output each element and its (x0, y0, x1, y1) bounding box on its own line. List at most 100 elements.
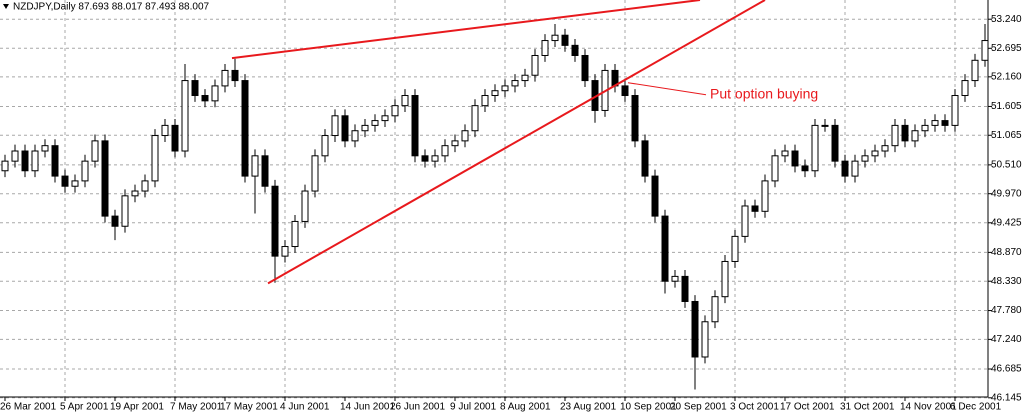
candle-body (1, 160, 9, 172)
candle-body (701, 321, 709, 358)
candle-body (271, 185, 279, 257)
candle-body (81, 160, 89, 182)
candle-body (251, 155, 259, 177)
candle-body (731, 235, 739, 262)
candle-body (801, 165, 809, 172)
candle-body (421, 155, 429, 162)
y-tick-label: 46.685 (991, 364, 1022, 375)
candle-body (451, 140, 459, 147)
candle-body (221, 69, 229, 87)
candle-body (321, 135, 329, 157)
candle-body (281, 246, 289, 257)
candle-body (981, 40, 989, 61)
candle-body (971, 59, 979, 82)
candle-body (851, 160, 859, 177)
candle-body (311, 155, 319, 192)
candle-body (671, 275, 679, 282)
candle-body (371, 120, 379, 126)
candle-body (121, 195, 129, 227)
candle-body (431, 155, 439, 162)
x-tick-label: 3 Oct 2001 (730, 402, 779, 413)
candle-body (871, 150, 879, 157)
x-tick-label: 23 Aug 2001 (560, 402, 617, 413)
candle-body (101, 140, 109, 217)
candle-body (31, 150, 39, 172)
candle-body (361, 124, 369, 132)
candle-body (331, 115, 339, 137)
candle-body (811, 124, 819, 172)
candle-body (961, 80, 969, 97)
candle-body (411, 95, 419, 157)
x-tick-label: 17 May 2001 (220, 402, 278, 413)
y-tick-label: 46.145 (991, 392, 1022, 403)
y-tick-label: 50.510 (991, 160, 1022, 171)
y-tick-label: 52.160 (991, 71, 1022, 82)
candle-body (751, 205, 759, 212)
candle-body (511, 80, 519, 87)
plot (1, 24, 989, 390)
candle-body (841, 160, 849, 177)
candle-body (741, 205, 749, 237)
candle-body (151, 135, 159, 182)
x-tick-label: 14 Nov 2001 (900, 402, 957, 413)
candle-body (41, 145, 49, 152)
y-tick-label: 51.605 (991, 101, 1022, 112)
candle-body (881, 145, 889, 152)
x-tick-label: 10 Sep 2001 (620, 402, 677, 413)
y-tick-label: 53.240 (991, 14, 1022, 25)
trend-line (231, 0, 701, 60)
candle-body (261, 155, 269, 187)
menu-arrow[interactable] (3, 4, 9, 9)
x-tick-label: 14 Jun 2001 (340, 402, 395, 413)
y-tick-label: 51.065 (991, 130, 1022, 141)
candle-body (651, 175, 659, 217)
candle-body (631, 95, 639, 142)
candle-body (931, 120, 939, 126)
candle-body (521, 74, 529, 82)
candle-body (21, 150, 29, 172)
candle-body (171, 124, 179, 152)
candle-body (781, 150, 789, 157)
x-tick-label: 6 Dec 2001 (950, 402, 1002, 413)
y-tick-label: 49.425 (991, 217, 1022, 228)
candle-body (791, 150, 799, 167)
candle-body (541, 40, 549, 56)
candle-body (571, 44, 579, 56)
candle-body (551, 34, 559, 42)
candle-body (181, 80, 189, 152)
trend-line (267, 0, 766, 285)
candle-body (531, 54, 539, 76)
candle-body (211, 85, 219, 102)
candle-body (941, 120, 949, 126)
candle-body (191, 80, 199, 97)
candle-body (821, 124, 829, 127)
candle-body (581, 54, 589, 82)
candle-body (901, 124, 909, 142)
candle-body (471, 105, 479, 132)
y-tick-label: 52.695 (991, 43, 1022, 54)
grid (0, 0, 988, 399)
candle-body (641, 140, 649, 177)
x-tick-label: 20 Sep 2001 (670, 402, 727, 413)
chart-title: NZDJPY,Daily 87.693 88.017 87.493 88.007 (13, 2, 210, 13)
candle-body (341, 115, 349, 142)
x-tick-label: 5 Apr 2001 (60, 402, 109, 413)
candle-body (231, 69, 239, 82)
y-tick-label: 49.970 (991, 188, 1022, 199)
candle-body (711, 296, 719, 323)
candle-body (461, 130, 469, 142)
annotation-text: Put option buying (710, 85, 818, 101)
candle-body (441, 145, 449, 157)
candle-body (91, 140, 99, 162)
candle-body (661, 215, 669, 282)
y-tick-label: 47.780 (991, 305, 1022, 316)
candle-body (561, 34, 569, 46)
candle-body (481, 95, 489, 107)
y-tick-label: 48.330 (991, 276, 1022, 287)
x-tick-label: 4 Jun 2001 (280, 402, 330, 413)
candle-body (291, 220, 299, 248)
x-tick-label: 9 Jul 2001 (450, 402, 497, 413)
candle-body (391, 105, 399, 117)
